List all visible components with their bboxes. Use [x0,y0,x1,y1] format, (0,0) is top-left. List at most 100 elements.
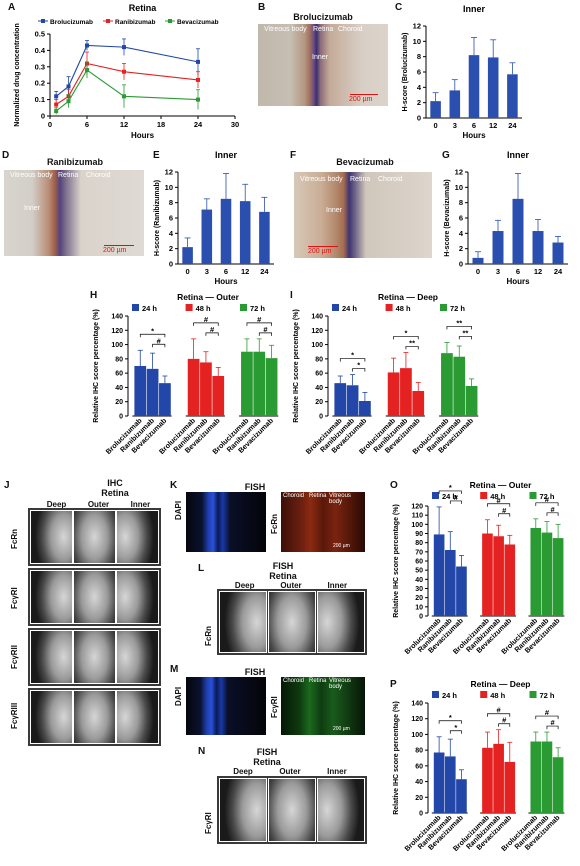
ytick-label: 120 [411,504,423,511]
legend-label-1: 48 h [490,492,505,501]
panel-f-title: Bevacizumab [336,157,394,167]
ytick-label: 100 [111,342,123,349]
chart-a-title: Retina [129,3,158,13]
sig-bracket [487,713,511,717]
bar-72h-ranibizumab [541,741,553,813]
ytick-label: 0 [417,114,421,123]
chart-c-title: Inner [463,4,486,14]
legend-swatch-0 [432,691,439,698]
sig-bracket [352,368,366,372]
chart-h-bar: Retina — Outer 24 h 48 h 72 h 0 20 40 60 80 100 12… [93,292,279,456]
legend-marker-1 [106,19,110,23]
scale-label-f: 200 µm [308,248,332,255]
panel-j-row-label: FcγRIII [10,702,19,729]
panel-m-title: FISH [244,667,266,677]
bar-24h-ranibizumab [346,385,359,416]
bar-72h-brolucizumab [530,528,542,616]
ytick-label: 60 [315,371,323,378]
ytick-label: 120 [311,328,323,335]
legend-label-1: 48 h [196,304,211,313]
sig-bracket [446,326,472,330]
chart-a-xtick-label: 30 [231,120,239,129]
data-point [66,84,71,89]
data-point [196,77,200,82]
sig-label: * [404,328,407,337]
ytick-label: 0 [319,414,323,421]
ytick-label: 20 [315,399,323,406]
legend-swatch-2 [529,691,537,698]
panel-l-title1: FISH [272,561,294,571]
sig-bracket [139,333,166,338]
bar-6 [220,198,232,264]
bar-3 [201,209,213,264]
bar-72h-bevacizumab [265,358,278,416]
bar-48h-ranibizumab [400,368,412,416]
ytick-label: 12 [455,168,463,177]
ihc-tile-FcγRIII-2 [116,690,159,744]
bar-6 [468,55,480,118]
xtick-label: 3 [205,267,209,276]
scale-bar-d [104,245,134,246]
chart-o-bar: Retina — Outer 24 h 48 h 72 h 0 10 20 30 40 50 60 7… [393,480,565,656]
legend-swatch-1 [185,304,193,311]
data-point [85,68,89,73]
xtick-label: 0 [476,267,480,276]
label-retina-b: Retina [313,26,334,33]
sig-label: ** [456,318,462,327]
sig-label: # [502,716,507,725]
xtick-label: 12 [241,267,249,276]
panel-k-dapi-label: DAPI [174,500,183,520]
ytick-label: 4 [169,229,174,238]
sig-bracket [449,730,462,734]
ytick-label: 6 [459,214,463,223]
sig-label: # [502,506,507,515]
panel-letter-o: O [390,480,398,491]
ytick-label: 120 [111,328,123,335]
panel-n-row-label: FcγRI [204,812,213,834]
sig-label: # [497,706,502,715]
bar-48h-brolucizumab [482,533,493,616]
chart-a-xtick-label: 18 [157,120,165,129]
ytick-label: 2 [459,244,463,253]
panel-l-row-label: FcRn [204,626,213,646]
data-point [196,97,200,102]
sig-bracket [205,332,219,336]
sig-bracket [152,343,166,348]
bar-24h-ranibizumab [444,756,456,813]
panel-j-title2: Retina [101,488,129,498]
label-inner-d: Inner [24,205,40,212]
ytick-label: 40 [415,577,423,584]
bar-24h-brolucizumab [433,534,445,616]
sig-bracket [546,725,559,730]
label-choroid-k: Choroid [283,493,305,499]
label-retina-f: Retina [350,176,371,183]
chart-p-title: Retina — Deep [471,679,531,689]
panel-letter-m: M [170,664,179,675]
panel-letter-f: F [290,150,297,161]
ytick-label: 30 [415,586,423,593]
chart-a-ytick-label: 0.1 [35,95,45,104]
sig-bracket [458,336,472,340]
legend-swatch-1 [480,492,488,499]
legend-label-1: 48 h [490,691,505,700]
bar-48h-bevacizumab [212,376,225,416]
chart-a-xlabel: Hours [131,131,155,140]
data-point [85,43,89,48]
series-line-bevacizumab [55,69,199,112]
chart-i-title: Retina — Deep [378,292,438,302]
data-point [196,59,200,64]
xtick-label: 3 [496,267,500,276]
legend-label-2: Bevacizumab [177,19,219,26]
chart-e-title: Inner [215,150,238,160]
ytick-label: 2 [417,98,421,107]
ylabel: Relative IHC score percentage (%) [293,309,300,423]
ihc-tile-FcγRIII-1 [73,690,116,744]
bar-12 [239,201,251,264]
legend-label-1: 48 h [396,304,411,313]
bar-48h-brolucizumab [387,372,400,416]
ytick-label: 2 [169,244,173,253]
bar-72h-ranibizumab [453,356,466,416]
histology-image-f: Vitreous body Retina Choroid Inner 200 µ… [294,172,432,258]
